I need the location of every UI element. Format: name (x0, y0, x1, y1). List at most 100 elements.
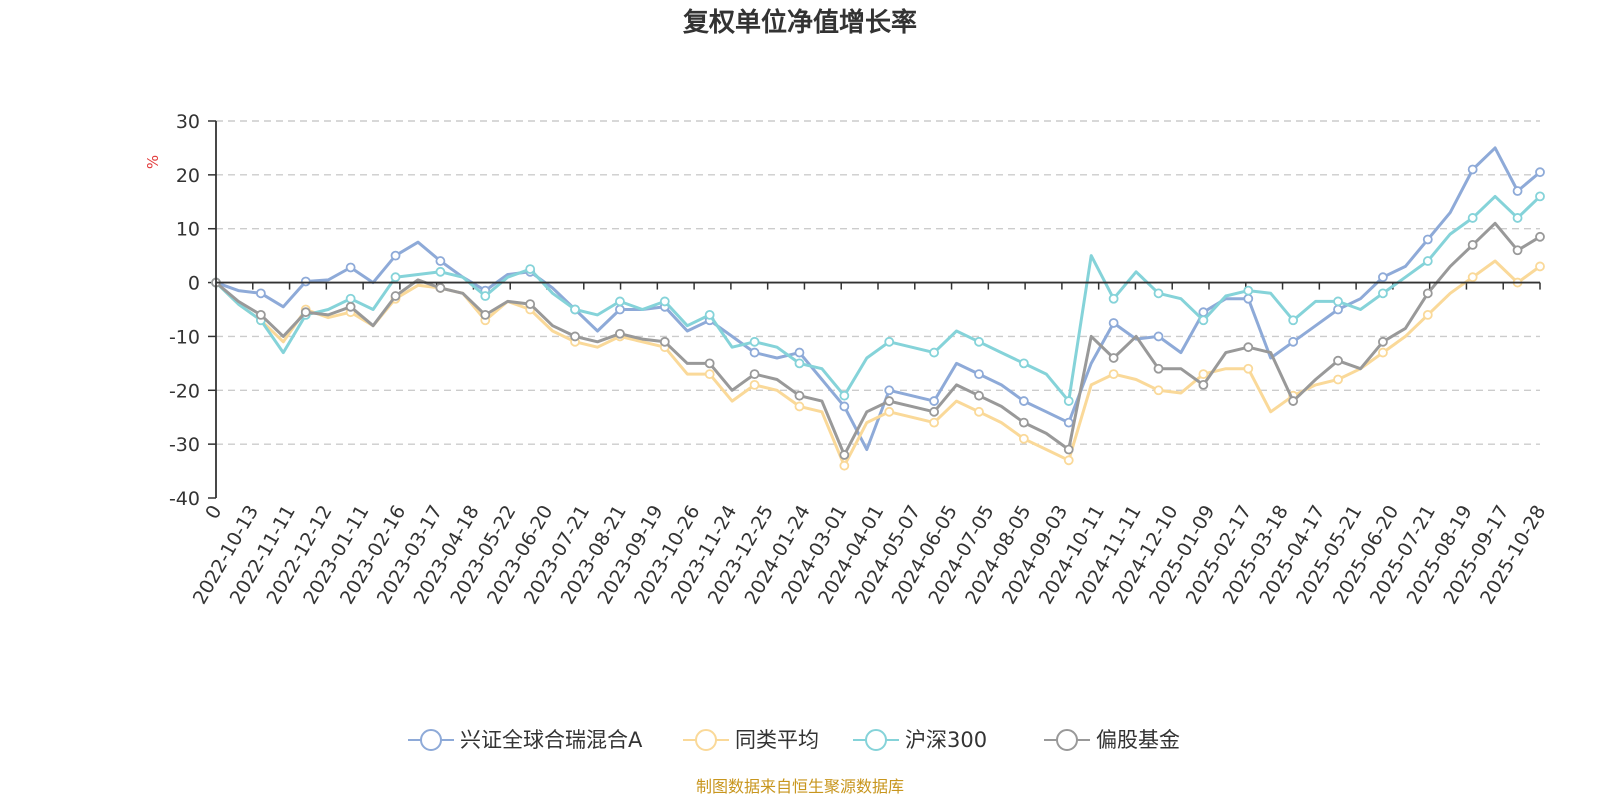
data-point (345, 293, 356, 304)
data-point (1378, 272, 1388, 283)
data-point (480, 309, 491, 320)
legend-item[interactable]: 沪深300 (853, 728, 987, 752)
data-point (525, 264, 536, 275)
grid-lines (216, 120, 1540, 445)
data-point (1333, 374, 1343, 385)
data-point (884, 406, 895, 417)
data-point (839, 460, 850, 471)
series-0 (211, 146, 1545, 451)
data-point (1512, 186, 1523, 196)
data-point (1198, 315, 1209, 326)
data-point (749, 369, 760, 380)
data-point (1467, 272, 1478, 283)
legend[interactable]: 兴证全球合瑞混合A 同类平均 沪深300 偏股基金 (408, 728, 1180, 752)
data-point (884, 396, 895, 406)
data-point (390, 272, 401, 283)
y-tick-label: -40 (169, 488, 200, 510)
data-point (615, 328, 625, 339)
data-point (1535, 191, 1545, 202)
data-point (1288, 336, 1299, 347)
data-point (1467, 213, 1478, 223)
data-point (1422, 234, 1433, 245)
data-point (1063, 455, 1074, 466)
legend-marker (865, 729, 887, 751)
legend-item[interactable]: 兴证全球合瑞混合A (408, 728, 643, 752)
data-point (839, 390, 850, 401)
data-point (570, 331, 580, 342)
data-point (1422, 256, 1433, 266)
data-point (1378, 347, 1388, 358)
y-tick-label: -20 (169, 380, 200, 402)
data-point (570, 304, 580, 315)
data-point (1018, 433, 1029, 444)
y-tick-label: -30 (169, 434, 200, 456)
data-point (1535, 261, 1545, 272)
legend-marker (695, 729, 717, 751)
legend-marker (420, 729, 442, 751)
data-point (1243, 293, 1254, 304)
y-axis-ticks: 30 20 10 0 -10 -20 -30 -40 (169, 111, 216, 510)
data-point (390, 250, 401, 261)
data-point (1378, 288, 1388, 299)
data-point (839, 450, 850, 460)
data-point (884, 385, 895, 396)
data-point (1467, 239, 1478, 250)
data-point (749, 347, 760, 358)
data-point (1333, 296, 1343, 307)
data-point (1288, 315, 1299, 326)
legend-item[interactable]: 同类平均 (683, 728, 819, 752)
data-point (300, 276, 311, 287)
data-point (659, 336, 670, 347)
data-point (1018, 396, 1029, 406)
series-3 (211, 221, 1545, 460)
data-point (929, 347, 940, 358)
data-point (974, 406, 984, 417)
data-point (659, 296, 670, 307)
data-point (839, 401, 850, 412)
y-axis-unit: % (144, 155, 162, 169)
data-point (929, 396, 940, 406)
data-point (929, 417, 940, 428)
data-point (794, 358, 805, 369)
data-point (255, 309, 266, 320)
data-point (794, 390, 805, 401)
data-point (1198, 369, 1209, 380)
series-2 (211, 191, 1545, 406)
data-point (1153, 363, 1164, 374)
legend-marker (1056, 729, 1078, 751)
data-point (704, 309, 715, 320)
data-point (435, 256, 446, 266)
data-point (794, 401, 805, 412)
data-point (390, 291, 401, 301)
y-tick-label: 30 (176, 111, 200, 133)
data-point (704, 369, 715, 380)
data-point (1535, 167, 1545, 178)
data-point (1153, 288, 1164, 299)
legend-label: 沪深300 (905, 728, 987, 752)
data-point (704, 358, 715, 369)
y-tick-label: 20 (176, 165, 200, 187)
data-point (1422, 288, 1433, 299)
data-point (1198, 379, 1209, 390)
data-point (794, 347, 805, 358)
legend-item[interactable]: 偏股基金 (1044, 728, 1180, 752)
data-point (1108, 353, 1119, 363)
chart-title: 复权单位净值增长率 (683, 7, 917, 38)
legend-label: 兴证全球合瑞混合A (460, 728, 643, 752)
data-point (525, 299, 536, 310)
data-point (1288, 396, 1299, 406)
data-point (1333, 304, 1343, 315)
data-point (1063, 396, 1074, 406)
data-point (1243, 342, 1254, 353)
y-tick-label: 10 (176, 219, 200, 241)
data-point (749, 336, 760, 347)
data-point (1108, 318, 1119, 328)
data-point (1063, 444, 1074, 455)
data-point (1108, 293, 1119, 304)
series-lines (211, 146, 1545, 471)
data-point (345, 262, 356, 273)
data-point (1333, 355, 1343, 366)
data-point (1018, 358, 1029, 369)
x-tick-label: 0 (201, 502, 226, 523)
